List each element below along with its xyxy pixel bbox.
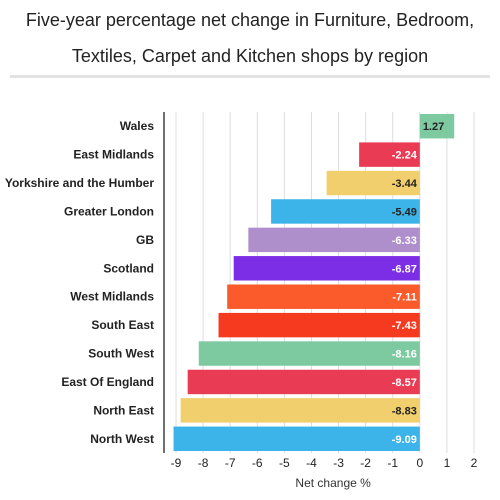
bar <box>359 142 420 167</box>
bar <box>173 426 420 452</box>
bar <box>233 256 420 281</box>
bar <box>248 227 420 253</box>
x-tick-label: -8 <box>198 456 209 470</box>
value-label: -5.49 <box>392 206 417 218</box>
value-label: -8.83 <box>392 405 417 417</box>
x-tick-label: -5 <box>279 456 290 470</box>
bar <box>227 284 420 309</box>
x-tick-label: -1 <box>387 456 398 470</box>
bar <box>180 398 420 423</box>
bar <box>218 312 420 338</box>
category-label: South East <box>91 318 154 332</box>
category-label: East Of England <box>61 375 154 389</box>
x-axis-label: Net change % <box>295 476 371 490</box>
category-label: Yorkshire and the Humber <box>5 176 154 190</box>
category-label: South West <box>88 347 154 361</box>
value-label: -7.11 <box>392 292 416 304</box>
x-tick-label: 2 <box>471 456 478 470</box>
x-tick-label: -9 <box>171 456 182 470</box>
x-tick-label: -6 <box>252 456 263 470</box>
category-label: North East <box>93 403 154 417</box>
value-label: -7.43 <box>392 320 417 332</box>
value-label: -6.33 <box>392 235 417 247</box>
x-tick-label: -3 <box>333 456 344 470</box>
bar <box>326 170 420 196</box>
value-label: -9.09 <box>392 434 417 446</box>
category-label: Scotland <box>103 261 154 275</box>
x-tick-label: -2 <box>360 456 371 470</box>
category-label: Greater London <box>64 204 154 218</box>
x-tick-label: 1 <box>444 456 451 470</box>
bar <box>187 369 420 395</box>
chart-title: Five-year percentage net change in Furni… <box>25 10 475 66</box>
value-label: 1.27 <box>423 121 444 133</box>
value-label: -8.57 <box>392 377 417 389</box>
category-label: West Midlands <box>70 290 154 304</box>
x-tick-label: -7 <box>225 456 236 470</box>
bar <box>271 199 420 224</box>
category-label: East Midlands <box>73 148 154 162</box>
category-label: North West <box>90 432 154 446</box>
value-label: -6.87 <box>392 263 417 275</box>
value-label: -3.44 <box>392 178 418 190</box>
x-tick-label: 0 <box>416 456 423 470</box>
bar <box>419 113 455 139</box>
title-divider <box>10 75 490 78</box>
value-label: -8.16 <box>392 349 417 361</box>
bar <box>198 341 420 366</box>
value-label: -2.24 <box>392 150 418 162</box>
category-label: Wales <box>120 119 155 133</box>
x-tick-label: -4 <box>306 456 317 470</box>
category-label: GB <box>136 233 154 247</box>
